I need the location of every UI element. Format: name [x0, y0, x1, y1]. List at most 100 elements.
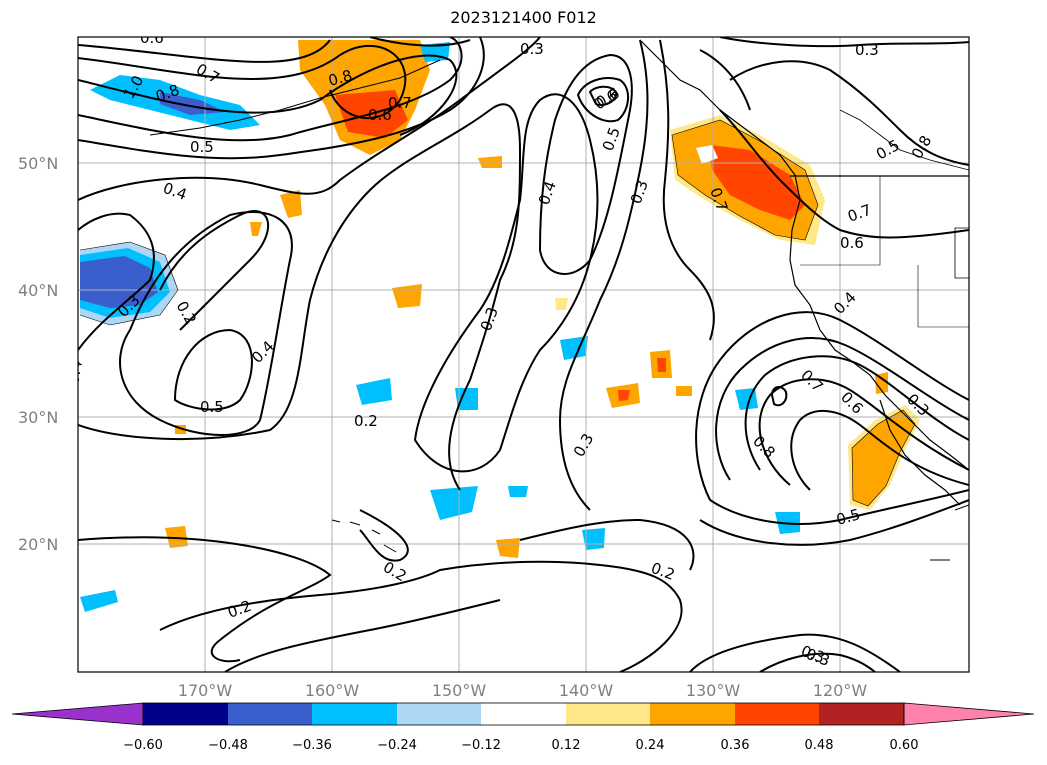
colorbar-tick-label: −0.36: [292, 738, 332, 753]
state-border-2: [917, 265, 969, 328]
contour-ridge-7: [699, 499, 969, 546]
colorbar-segment: [143, 703, 228, 725]
warm-patch-11: [676, 386, 692, 396]
lon-label-170w: 170°W: [178, 681, 233, 700]
warm-patch-5-core: [657, 358, 666, 372]
cold-patch-3: [430, 486, 478, 520]
cold-patch-2: [455, 388, 478, 410]
contour-02-se: [519, 518, 695, 571]
contour-02-south-3: [224, 599, 501, 672]
colorbar-frame: [142, 702, 905, 726]
contour-05-west-loop: [173, 328, 253, 411]
contour-05-center: [576, 77, 629, 123]
contour-label: 0.5: [200, 398, 224, 416]
contour-03-ne: [719, 37, 969, 48]
lat-label-30n: 30°N: [18, 408, 58, 427]
warm-patch-1: [280, 190, 302, 218]
contour-02-sw: [359, 509, 409, 562]
contour-ridge-2: [715, 337, 969, 481]
lon-label-120w: 120°W: [813, 681, 868, 700]
contour-ridge-5: [790, 409, 969, 491]
contour-04-center: [538, 53, 633, 275]
cold-patch-1: [356, 378, 392, 405]
cold-patch-5: [582, 528, 605, 550]
colorbar-tick-label: −0.60: [123, 738, 163, 753]
warm-patch-3: [478, 156, 502, 168]
contour-aleutian-4: [78, 37, 463, 142]
cold-patch-6: [508, 486, 528, 497]
contour-aleutian-1: [78, 39, 331, 63]
contour-label: 0.4: [64, 359, 86, 386]
colorbar-tick-label: 0.24: [636, 738, 665, 753]
coastline-west-coast: [789, 259, 969, 471]
contour-03-bottom: [759, 652, 876, 672]
colorbar-tick-label: 0.48: [805, 738, 834, 753]
map-grid: [78, 37, 969, 672]
contour-02-belt: [78, 103, 522, 491]
contour-02-south: [78, 536, 332, 663]
warm-patch-8: [875, 372, 888, 394]
contour-ridge-3: [744, 355, 969, 471]
canada-coast-north: [839, 109, 969, 171]
hawaii-islands: [331, 519, 397, 553]
lake-box: [954, 227, 969, 279]
warm-patch-6: [496, 538, 520, 558]
contour-label: 0.3: [855, 41, 879, 59]
colorbar-tick-label: 0.12: [552, 738, 581, 753]
colorbar-tick-label: 0.36: [721, 738, 750, 753]
contour-label: 0.3: [520, 40, 544, 58]
colorbar-segment: [566, 703, 650, 725]
contour-02-west: [159, 210, 269, 331]
contour-05-east: [699, 49, 751, 111]
contour-aleutian-5: [78, 37, 485, 160]
contour-label: 0.6: [368, 106, 392, 124]
anomaly-outlines: [79, 119, 916, 507]
outline-bc: [671, 119, 819, 241]
colorbar-tick-label: 0.60: [890, 738, 919, 753]
contour-label: 0.7: [388, 94, 412, 112]
outline-cold-west: [79, 241, 179, 326]
map-frame: [77, 36, 970, 673]
contour-ridge-6: [709, 489, 969, 525]
contour-03-center: [369, 37, 471, 47]
coastline-alaska-bc: [639, 39, 801, 261]
colorbar-extend-left: [11, 702, 144, 726]
contour-label: 0.6: [840, 234, 864, 252]
warm-core-bc: [710, 145, 805, 220]
mexico-coast: [930, 504, 969, 561]
contour-06-east: [719, 109, 969, 239]
contour-ridge-center: [770, 386, 788, 407]
contour-label: 0.6: [140, 29, 164, 47]
lat-label-20n: 20°N: [18, 535, 58, 554]
state-border-1: [800, 176, 881, 266]
colorbar-tick-label: −0.12: [461, 738, 501, 753]
colorbar-segment: [397, 703, 481, 725]
contour-04-west-loop: [119, 211, 293, 436]
contour-03-loop-w: [78, 212, 155, 351]
warm-anomaly-ca-orange: [852, 410, 915, 506]
colorbar-tick-label: −0.48: [208, 738, 248, 753]
contour-02-bottom: [689, 633, 901, 672]
map-background: [78, 37, 969, 672]
lat-label-40n: 40°N: [18, 281, 58, 300]
longitude-labels: 170°W 160°W 150°W 140°W 130°W 120°W: [178, 681, 868, 700]
colorbar-tick-label: −0.24: [377, 738, 417, 753]
colorbar-segment: [735, 703, 819, 725]
contour-03-east: [558, 39, 649, 511]
contour-06-center: [588, 85, 618, 106]
warm-patch-4-core: [618, 390, 630, 401]
contour-ridge-1: [695, 311, 969, 501]
lon-label-130w: 130°W: [686, 681, 741, 700]
colorbar-segment: [228, 703, 312, 725]
map-panel: 0.6 0.7 1.0 0.8 0.5 0.4 0.3 0.2 0.5 0.3 …: [64, 29, 970, 673]
lon-label-160w: 160°W: [305, 681, 360, 700]
outline-ca: [851, 409, 916, 507]
contour-07-east: [729, 60, 969, 166]
cold-patch-9: [80, 590, 118, 612]
lon-label-150w: 150°W: [432, 681, 487, 700]
contour-04-west: [78, 37, 541, 201]
warm-patch-12: [250, 222, 262, 236]
contour-label: 0.8: [326, 66, 354, 90]
contour-label: 0.2: [354, 412, 378, 430]
